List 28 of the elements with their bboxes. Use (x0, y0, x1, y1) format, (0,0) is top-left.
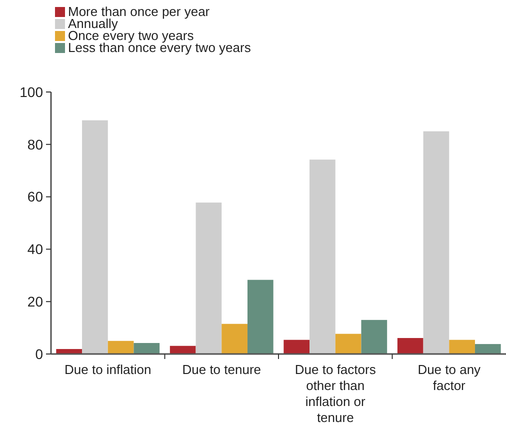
bar (284, 340, 310, 354)
bar (222, 324, 248, 354)
bar (134, 342, 160, 354)
bar (108, 340, 134, 354)
bar (449, 340, 475, 354)
x-tick-label: Due to tenure (182, 362, 262, 377)
bar (423, 131, 450, 354)
y-tick-label: 60 (27, 188, 44, 205)
x-tick-label: Due to inflation (64, 362, 152, 377)
y-tick-label: 40 (27, 241, 44, 258)
legend-label: More than once per year (68, 4, 210, 19)
x-tick-label: Due to factors other than inflation or tenure (294, 362, 376, 425)
bar (82, 120, 108, 354)
y-tick-label: 20 (27, 294, 44, 310)
bar (474, 344, 501, 354)
y-tick-label: 0 (35, 346, 44, 362)
x-tick-label: Due to any factor (418, 362, 482, 393)
bar (397, 338, 424, 354)
bar (170, 346, 196, 354)
legend-label: Annually (68, 16, 118, 31)
bar (310, 160, 336, 354)
bar (335, 334, 362, 354)
bar (247, 280, 274, 354)
bar (361, 320, 388, 354)
bar (196, 202, 222, 354)
bar (56, 349, 82, 354)
y-tick-label: 80 (27, 136, 44, 152)
y-tick-label: 100 (20, 84, 44, 100)
